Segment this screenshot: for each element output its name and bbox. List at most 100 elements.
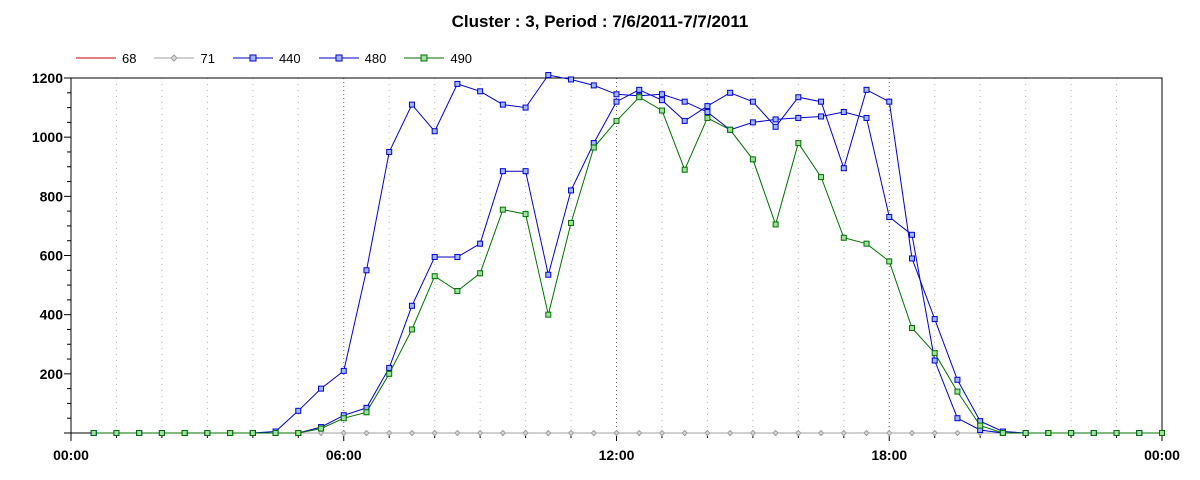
data-point-490	[795, 140, 802, 147]
data-point-71	[726, 429, 734, 437]
data-point-440	[772, 116, 779, 123]
data-point-71	[817, 429, 825, 437]
data-point-440	[295, 407, 302, 414]
data-point-480	[863, 86, 870, 93]
data-point-71	[886, 429, 893, 437]
data-point-440	[613, 91, 620, 98]
legend-item-68: 68	[76, 51, 136, 66]
data-point-440	[318, 385, 325, 392]
data-point-480	[931, 316, 938, 323]
y-tick-label: 1200	[32, 70, 63, 86]
data-point-440	[386, 148, 393, 155]
data-point-490	[1045, 430, 1052, 436]
data-point-480	[499, 168, 506, 175]
data-point-71	[408, 429, 416, 437]
data-point-440	[408, 101, 415, 108]
data-point-440	[499, 101, 506, 108]
data-point-490	[590, 144, 597, 151]
series-line-490	[93, 96, 1162, 434]
data-point-71	[749, 429, 757, 437]
data-point-71	[590, 429, 597, 437]
data-point-490	[1113, 430, 1120, 436]
data-point-490	[249, 430, 256, 436]
data-point-490	[272, 430, 279, 436]
data-point-480	[772, 123, 779, 130]
data-point-480	[454, 253, 461, 260]
data-point-440	[658, 91, 665, 98]
data-point-490	[181, 430, 188, 436]
data-point-71	[522, 429, 529, 437]
y-tick-label: 1000	[32, 129, 63, 145]
legend-swatch	[154, 54, 195, 62]
data-point-480	[545, 271, 552, 278]
x-tick-label: 00:00	[53, 447, 89, 463]
data-point-480	[431, 253, 438, 260]
data-point-490	[386, 370, 393, 377]
data-point-490	[840, 234, 847, 241]
data-point-440	[840, 109, 847, 116]
legend-item-440: 440	[232, 50, 301, 66]
data-point-490	[431, 273, 438, 280]
data-point-490	[772, 221, 779, 228]
data-point-490	[999, 430, 1006, 436]
data-point-71	[636, 429, 643, 437]
data-point-490	[977, 422, 984, 429]
data-point-71	[454, 429, 461, 437]
data-point-440	[954, 415, 961, 422]
data-point-480	[636, 86, 643, 93]
data-point-440	[590, 82, 597, 89]
y-tick-label: 800	[40, 188, 64, 204]
data-point-480	[886, 98, 893, 105]
data-point-71	[317, 429, 325, 437]
data-point-71	[863, 429, 870, 437]
data-point-490	[681, 166, 688, 173]
data-point-71	[545, 429, 552, 437]
data-point-480	[704, 103, 711, 110]
data-point-440	[477, 88, 484, 95]
legend-label: 440	[278, 50, 301, 66]
legend-item-490: 490	[404, 51, 472, 66]
data-point-480	[749, 98, 756, 105]
data-point-490	[863, 240, 870, 247]
data-point-71	[340, 429, 347, 437]
data-point-490	[908, 324, 915, 331]
data-point-440	[568, 76, 575, 83]
data-point-480	[795, 94, 802, 101]
data-point-440	[340, 367, 347, 374]
data-point-71	[772, 429, 779, 437]
data-point-71	[431, 429, 438, 437]
legend-swatch	[76, 57, 116, 59]
series-line-480	[93, 89, 1162, 434]
y-tick-label: 600	[40, 248, 64, 264]
plot-frame	[70, 77, 1163, 434]
data-point-480	[522, 168, 529, 175]
data-point-490	[90, 430, 97, 436]
legend: 68 71 440 480 490	[76, 49, 490, 67]
data-point-490	[613, 117, 620, 124]
data-point-490	[704, 114, 711, 121]
data-point-480	[658, 97, 665, 104]
x-tick-label: 00:00	[1144, 447, 1180, 463]
data-point-490	[1090, 430, 1097, 436]
data-point-490	[499, 206, 506, 213]
data-point-490	[954, 388, 961, 395]
data-point-480	[908, 255, 915, 262]
data-point-71	[840, 429, 847, 437]
data-point-490	[1136, 430, 1143, 436]
data-point-480	[818, 98, 825, 105]
data-point-490	[818, 174, 825, 181]
data-point-490	[749, 156, 756, 163]
data-point-71	[386, 429, 393, 437]
data-point-440	[931, 357, 938, 364]
data-point-490	[227, 430, 234, 436]
data-point-490	[477, 270, 484, 277]
data-point-490	[886, 258, 893, 265]
data-point-480	[840, 165, 847, 172]
data-point-440	[795, 114, 802, 121]
data-point-490	[636, 94, 643, 101]
data-point-480	[727, 89, 734, 96]
legend-label: 490	[450, 50, 473, 66]
data-point-71	[499, 429, 507, 437]
data-point-71	[613, 429, 620, 437]
